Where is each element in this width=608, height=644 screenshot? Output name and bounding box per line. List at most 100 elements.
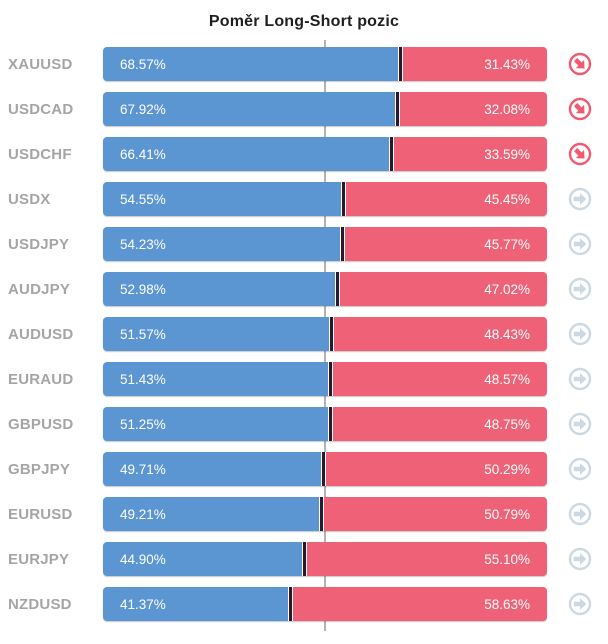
ratio-bar: 68.57% 31.43%	[103, 47, 547, 81]
bar-divider	[327, 407, 333, 441]
short-value: 33.59%	[484, 146, 530, 162]
ratio-bar: 44.90% 55.10%	[103, 542, 547, 576]
table-row: USDJPY 54.23% 45.77%	[0, 227, 608, 261]
short-bar: 45.77%	[344, 227, 547, 261]
short-bar: 50.79%	[324, 497, 547, 531]
long-value: 49.21%	[120, 506, 166, 522]
symbol-label: GBPUSD	[8, 415, 74, 433]
short-value: 55.10%	[484, 551, 530, 567]
short-value: 48.75%	[484, 416, 530, 432]
short-bar: 31.43%	[402, 47, 547, 81]
bar-divider	[328, 362, 334, 396]
long-bar: 41.37%	[103, 587, 288, 621]
symbol-label: AUDUSD	[8, 325, 74, 343]
short-bar: 50.29%	[326, 452, 547, 486]
ratio-bar: 52.98% 47.02%	[103, 272, 547, 306]
symbol-label: AUDJPY	[8, 280, 71, 298]
long-bar: 66.41%	[103, 137, 389, 171]
long-bar: 54.55%	[103, 182, 341, 216]
short-value: 58.63%	[484, 596, 530, 612]
short-bar: 48.57%	[333, 362, 547, 396]
circle-arrow-right-icon[interactable]	[568, 547, 592, 571]
long-value: 68.57%	[120, 56, 166, 72]
circle-arrow-down-right-icon[interactable]	[568, 52, 592, 76]
long-bar: 51.57%	[103, 317, 329, 351]
ratio-bar: 41.37% 58.63%	[103, 587, 547, 621]
long-bar: 49.71%	[103, 452, 322, 486]
symbol-label: XAUUSD	[8, 55, 73, 73]
bar-divider	[340, 182, 346, 216]
circle-arrow-right-icon[interactable]	[568, 232, 592, 256]
circle-arrow-right-icon[interactable]	[568, 457, 592, 481]
circle-arrow-right-icon[interactable]	[568, 187, 592, 211]
ratio-bar: 54.55% 45.45%	[103, 182, 547, 216]
long-value: 52.98%	[120, 281, 166, 297]
circle-arrow-down-right-icon[interactable]	[568, 142, 592, 166]
circle-arrow-down-right-icon[interactable]	[568, 97, 592, 121]
symbol-label: NZDUSD	[8, 595, 72, 613]
short-bar: 32.08%	[400, 92, 547, 126]
bar-divider	[301, 542, 307, 576]
short-value: 31.43%	[484, 56, 530, 72]
long-value: 67.92%	[120, 101, 166, 117]
short-value: 32.08%	[484, 101, 530, 117]
table-row: XAUUSD 68.57% 31.43%	[0, 47, 608, 81]
table-row: USDX 54.55% 45.45%	[0, 182, 608, 216]
symbol-label: USDJPY	[8, 235, 70, 253]
ratio-bar: 49.21% 50.79%	[103, 497, 547, 531]
ratio-bar: 51.43% 48.57%	[103, 362, 547, 396]
long-value: 44.90%	[120, 551, 166, 567]
short-value: 47.02%	[484, 281, 530, 297]
circle-arrow-right-icon[interactable]	[568, 412, 592, 436]
long-bar: 67.92%	[103, 92, 396, 126]
short-bar: 48.43%	[333, 317, 547, 351]
long-value: 51.57%	[120, 326, 166, 342]
short-bar: 58.63%	[292, 587, 547, 621]
long-value: 51.25%	[120, 416, 166, 432]
bar-divider	[395, 92, 401, 126]
table-row: USDCAD 67.92% 32.08%	[0, 92, 608, 126]
long-bar: 52.98%	[103, 272, 335, 306]
bar-divider	[321, 452, 327, 486]
bar-divider	[334, 272, 340, 306]
short-value: 45.77%	[484, 236, 530, 252]
table-row: EURUSD 49.21% 50.79%	[0, 497, 608, 531]
ratio-bar: 51.57% 48.43%	[103, 317, 547, 351]
ratio-bar: 54.23% 45.77%	[103, 227, 547, 261]
ratio-bar: 51.25% 48.75%	[103, 407, 547, 441]
bar-divider	[397, 47, 403, 81]
long-value: 49.71%	[120, 461, 166, 477]
symbol-label: USDCHF	[8, 145, 72, 163]
circle-arrow-right-icon[interactable]	[568, 277, 592, 301]
short-value: 48.43%	[484, 326, 530, 342]
short-value: 50.79%	[484, 506, 530, 522]
bar-divider	[339, 227, 345, 261]
circle-arrow-right-icon[interactable]	[568, 322, 592, 346]
ratio-bar: 67.92% 32.08%	[103, 92, 547, 126]
symbol-label: EURAUD	[8, 370, 74, 388]
bar-divider	[287, 587, 293, 621]
long-value: 54.55%	[120, 191, 166, 207]
table-row: EURAUD 51.43% 48.57%	[0, 362, 608, 396]
short-value: 45.45%	[484, 191, 530, 207]
table-row: NZDUSD 41.37% 58.63%	[0, 587, 608, 621]
circle-arrow-right-icon[interactable]	[568, 367, 592, 391]
table-row: GBPJPY 49.71% 50.29%	[0, 452, 608, 486]
short-bar: 55.10%	[306, 542, 547, 576]
long-value: 41.37%	[120, 596, 166, 612]
bar-divider	[328, 317, 334, 351]
ratio-bar: 49.71% 50.29%	[103, 452, 547, 486]
circle-arrow-right-icon[interactable]	[568, 592, 592, 616]
circle-arrow-right-icon[interactable]	[568, 502, 592, 526]
rows: XAUUSD 68.57% 31.43% USDCAD 67.92% 32	[0, 47, 608, 632]
long-value: 51.43%	[120, 371, 166, 387]
long-bar: 68.57%	[103, 47, 398, 81]
table-row: EURJPY 44.90% 55.10%	[0, 542, 608, 576]
table-row: AUDUSD 51.57% 48.43%	[0, 317, 608, 351]
symbol-label: GBPJPY	[8, 460, 71, 478]
symbol-label: USDCAD	[8, 100, 74, 118]
table-row: AUDJPY 52.98% 47.02%	[0, 272, 608, 306]
symbol-label: USDX	[8, 190, 51, 208]
long-bar: 51.43%	[103, 362, 329, 396]
